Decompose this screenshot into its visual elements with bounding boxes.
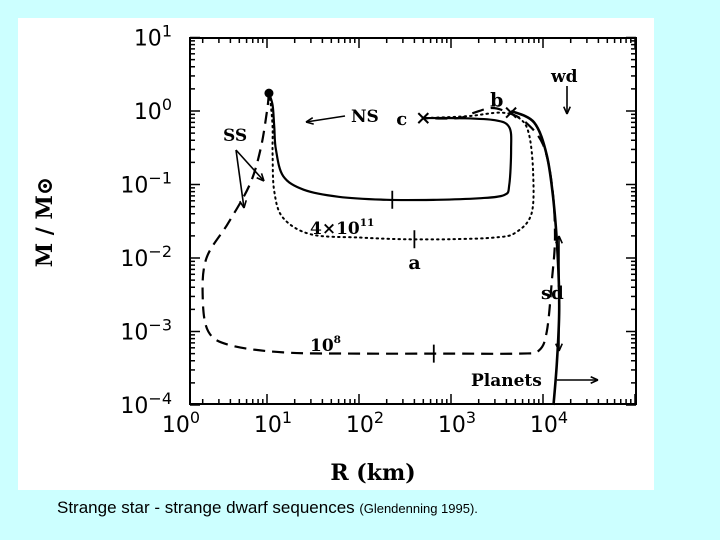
arrow-ns xyxy=(305,115,346,123)
y-tick-label: 10−1 xyxy=(120,169,172,199)
y-tick-label: 101 xyxy=(134,22,172,52)
arrow-sd-up-head xyxy=(555,235,563,244)
series-line-solid-heavy xyxy=(510,109,561,406)
x-tick-label: 102 xyxy=(346,408,384,438)
label-planets: Planets xyxy=(471,371,542,391)
plot-panel: 100 101 102 103 104 101 100 10−1 10−2 10−3 10−4 R (… xyxy=(18,18,654,490)
label-sd: sd xyxy=(541,283,564,304)
arrow-ss-2-head xyxy=(239,200,248,209)
series-line-dashed xyxy=(201,92,557,355)
y-tick-label: 10−3 xyxy=(120,316,172,346)
y-axis-label: M / M⊙ xyxy=(32,177,58,268)
label-ss: SS xyxy=(223,126,247,146)
marker-dot xyxy=(264,88,274,98)
label-ns: NS xyxy=(351,107,379,127)
arrow-sd-down-head xyxy=(555,343,563,352)
label-a: a xyxy=(408,252,420,274)
marker-cross-b xyxy=(505,106,517,119)
marker-cross-c xyxy=(417,112,430,124)
label-4x10-11: 4×1011 xyxy=(310,217,374,239)
arrow-ss-2 xyxy=(235,149,245,209)
x-tick-label: 101 xyxy=(254,408,292,438)
y-tick-label: 100 xyxy=(134,95,172,125)
label-b: b xyxy=(490,90,503,112)
arrow-ss-1 xyxy=(235,149,265,182)
label-wd: wd xyxy=(550,67,578,87)
x-axis-label: R (km) xyxy=(330,460,415,486)
arrow-ns-head xyxy=(305,116,314,125)
series-line-solid xyxy=(267,92,513,202)
x-tick-label: 103 xyxy=(438,408,476,438)
arrow-ss-1-head xyxy=(256,173,265,182)
y-tick-label: 10−2 xyxy=(120,242,172,272)
x-tick-label: 104 xyxy=(530,408,568,438)
arrow-planets-head xyxy=(590,376,599,384)
plot-frame xyxy=(189,37,637,405)
arrow-wd-head xyxy=(563,106,571,115)
label-10-8: 108 xyxy=(310,334,341,356)
y-tick-label: 10−4 xyxy=(120,389,172,419)
x-tick-label: 100 xyxy=(162,408,200,438)
caption-main: Strange star - strange dwarf sequences xyxy=(57,498,360,517)
label-c: c xyxy=(396,109,407,130)
mass-radius-chart: 100 101 102 103 104 101 100 10−1 10−2 10−3 10−4 R (… xyxy=(32,22,637,486)
caption-citation: (Glendenning 1995). xyxy=(359,501,478,516)
caption: Strange star - strange dwarf sequences (… xyxy=(57,498,478,518)
